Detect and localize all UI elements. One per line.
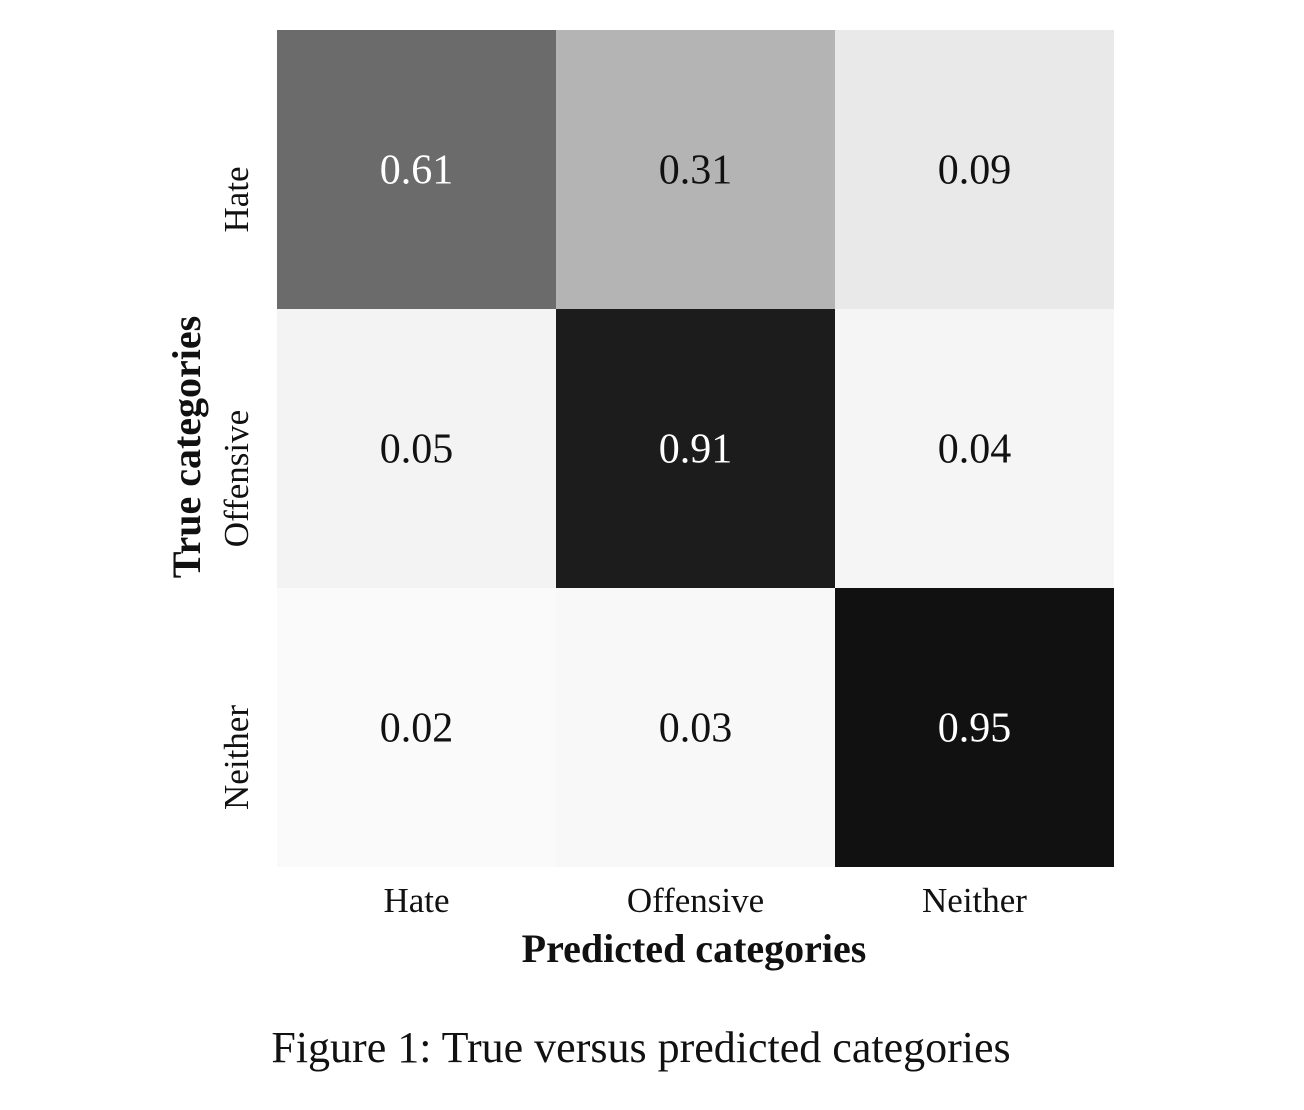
x-tick-label-offensive: Offensive — [627, 881, 764, 920]
y-tick-label-neither: Neither — [217, 705, 256, 810]
heatmap-value-label: 0.03 — [659, 706, 733, 752]
figure-caption: Figure 1: True versus predicted categori… — [271, 1023, 1011, 1072]
heatmap-cell-offensive-hate — [277, 309, 556, 588]
heatmap-value-label: 0.95 — [938, 706, 1012, 752]
heatmap-cell-offensive-offensive — [556, 309, 835, 588]
y-axis-title: True categories — [164, 316, 209, 578]
heatmap-value-label: 0.09 — [938, 148, 1012, 194]
heatmap-cell-neither-neither — [835, 588, 1114, 867]
y-tick-label-hate: Hate — [217, 166, 256, 232]
heatmap-value-label: 0.61 — [380, 148, 454, 194]
heatmap-value-labels: 0.61 0.31 0.09 0.05 0.91 0.04 0.02 0.03 0.95 — [380, 148, 1012, 752]
x-tick-label-neither: Neither — [922, 881, 1027, 920]
x-axis-title: Predicted categories — [522, 926, 867, 971]
heatmap-value-label: 0.05 — [380, 427, 454, 473]
heatmap-cell-offensive-neither — [835, 309, 1114, 588]
heatmap-value-label: 0.91 — [659, 427, 733, 473]
y-tick-labels: Hate Offensive Neither — [217, 166, 256, 810]
y-tick-label-offensive: Offensive — [217, 410, 256, 547]
heatmap-cell-neither-offensive — [556, 588, 835, 867]
heatmap-value-label: 0.02 — [380, 706, 454, 752]
heatmap-cells — [277, 30, 1114, 867]
heatmap-cell-hate-neither — [835, 30, 1114, 309]
heatmap-cell-neither-hate — [277, 588, 556, 867]
heatmap-cell-hate-offensive — [556, 30, 835, 309]
heatmap-cell-hate-hate — [277, 30, 556, 309]
x-tick-label-hate: Hate — [383, 881, 449, 920]
heatmap-value-label: 0.04 — [938, 427, 1012, 473]
heatmap-value-label: 0.31 — [659, 148, 733, 194]
x-tick-labels: Hate Offensive Neither — [383, 881, 1027, 920]
